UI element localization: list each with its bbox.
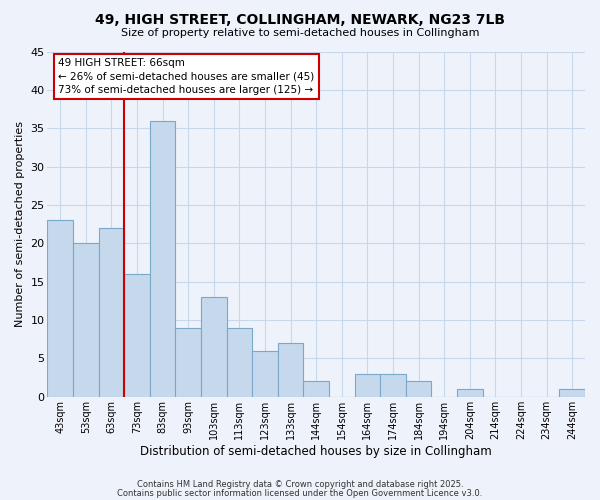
Text: Size of property relative to semi-detached houses in Collingham: Size of property relative to semi-detach… [121, 28, 479, 38]
Bar [124, 274, 150, 397]
Bar [406, 382, 431, 397]
Bar [380, 374, 406, 397]
Bar [304, 382, 329, 397]
Bar [150, 120, 175, 397]
Text: Contains public sector information licensed under the Open Government Licence v3: Contains public sector information licen… [118, 489, 482, 498]
Bar [457, 389, 482, 397]
Text: 49, HIGH STREET, COLLINGHAM, NEWARK, NG23 7LB: 49, HIGH STREET, COLLINGHAM, NEWARK, NG2… [95, 12, 505, 26]
Bar [47, 220, 73, 397]
Bar [227, 328, 252, 397]
Bar [98, 228, 124, 397]
Bar [201, 297, 227, 397]
Bar [278, 343, 304, 397]
Text: Contains HM Land Registry data © Crown copyright and database right 2025.: Contains HM Land Registry data © Crown c… [137, 480, 463, 489]
Text: 49 HIGH STREET: 66sqm
← 26% of semi-detached houses are smaller (45)
73% of semi: 49 HIGH STREET: 66sqm ← 26% of semi-deta… [58, 58, 314, 95]
X-axis label: Distribution of semi-detached houses by size in Collingham: Distribution of semi-detached houses by … [140, 444, 492, 458]
Bar [175, 328, 201, 397]
Bar [355, 374, 380, 397]
Bar [559, 389, 585, 397]
Bar [73, 244, 98, 397]
Bar [252, 351, 278, 397]
Y-axis label: Number of semi-detached properties: Number of semi-detached properties [15, 121, 25, 327]
